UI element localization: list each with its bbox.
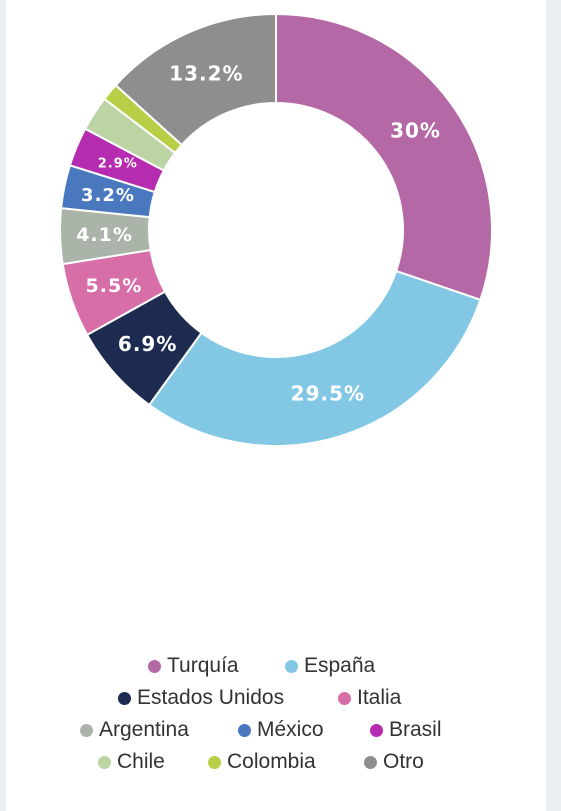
slice-label-mexico: 3.2% bbox=[81, 185, 135, 206]
legend-dot-icon bbox=[338, 691, 351, 705]
legend-dot-icon bbox=[208, 755, 221, 769]
slice-label-otro: 13.2% bbox=[169, 61, 243, 85]
slice-label-estados-unidos: 6.9% bbox=[118, 332, 177, 356]
slice-label-brasil: 2.9% bbox=[98, 156, 138, 171]
legend-item-colombia[interactable]: Colombia bbox=[208, 746, 316, 778]
legend-dot-icon bbox=[364, 755, 377, 769]
legend-label: Otro bbox=[383, 750, 424, 773]
slice-turquia[interactable] bbox=[275, 12, 493, 302]
slice-label-espana: 29.5% bbox=[291, 381, 365, 405]
slice-otro[interactable] bbox=[114, 12, 277, 147]
legend-item-otro[interactable]: Otro bbox=[364, 746, 424, 778]
legend-row: Estados Unidos Italia bbox=[0, 682, 561, 714]
legend-row: Chile Colombia Otro bbox=[0, 746, 561, 778]
legend-dot-icon bbox=[80, 723, 93, 737]
legend-label: Chile bbox=[117, 750, 165, 773]
legend-label: España bbox=[304, 654, 376, 677]
chart-legend: Turquía España Estados Unidos Italia Argenti… bbox=[0, 650, 561, 778]
slice-label-italia: 5.5% bbox=[86, 275, 143, 297]
slice-label-argentina: 4.1% bbox=[76, 224, 133, 246]
donut-slices bbox=[59, 12, 493, 447]
legend-label: Colombia bbox=[227, 750, 316, 773]
legend-item-brasil[interactable]: Brasil bbox=[370, 714, 442, 746]
legend-label: Estados Unidos bbox=[137, 686, 285, 709]
legend-label: Turquía bbox=[167, 654, 239, 677]
legend-dot-icon bbox=[370, 723, 383, 737]
legend-item-argentina[interactable]: Argentina bbox=[80, 714, 189, 746]
legend-label: Italia bbox=[357, 686, 402, 709]
legend-item-italia[interactable]: Italia bbox=[338, 682, 401, 714]
legend-dot-icon bbox=[285, 659, 298, 673]
legend-label: Brasil bbox=[389, 718, 442, 741]
legend-label: México bbox=[257, 718, 324, 741]
slice-label-turquia: 30% bbox=[390, 118, 441, 142]
slice-espana[interactable] bbox=[147, 269, 482, 447]
legend-item-turquia[interactable]: Turquía bbox=[148, 650, 239, 682]
legend-row: Turquía España bbox=[0, 650, 561, 682]
legend-dot-icon bbox=[148, 659, 161, 673]
legend-dot-icon bbox=[238, 723, 251, 737]
legend-item-mexico[interactable]: México bbox=[238, 714, 324, 746]
legend-item-chile[interactable]: Chile bbox=[98, 746, 165, 778]
legend-item-estados-unidos[interactable]: Estados Unidos bbox=[118, 682, 284, 714]
legend-label: Argentina bbox=[99, 718, 189, 741]
donut-chart: 30% 29.5% 6.9% 5.5% 4.1% 3.2% 2.9% 13.2% bbox=[59, 12, 493, 447]
legend-row: Argentina México Brasil bbox=[0, 714, 561, 746]
legend-dot-icon bbox=[98, 755, 111, 769]
donut-slice-labels: 30% 29.5% 6.9% 5.5% 4.1% 3.2% 2.9% 13.2% bbox=[76, 61, 441, 405]
legend-dot-icon bbox=[118, 691, 131, 705]
legend-item-espana[interactable]: España bbox=[285, 650, 375, 682]
